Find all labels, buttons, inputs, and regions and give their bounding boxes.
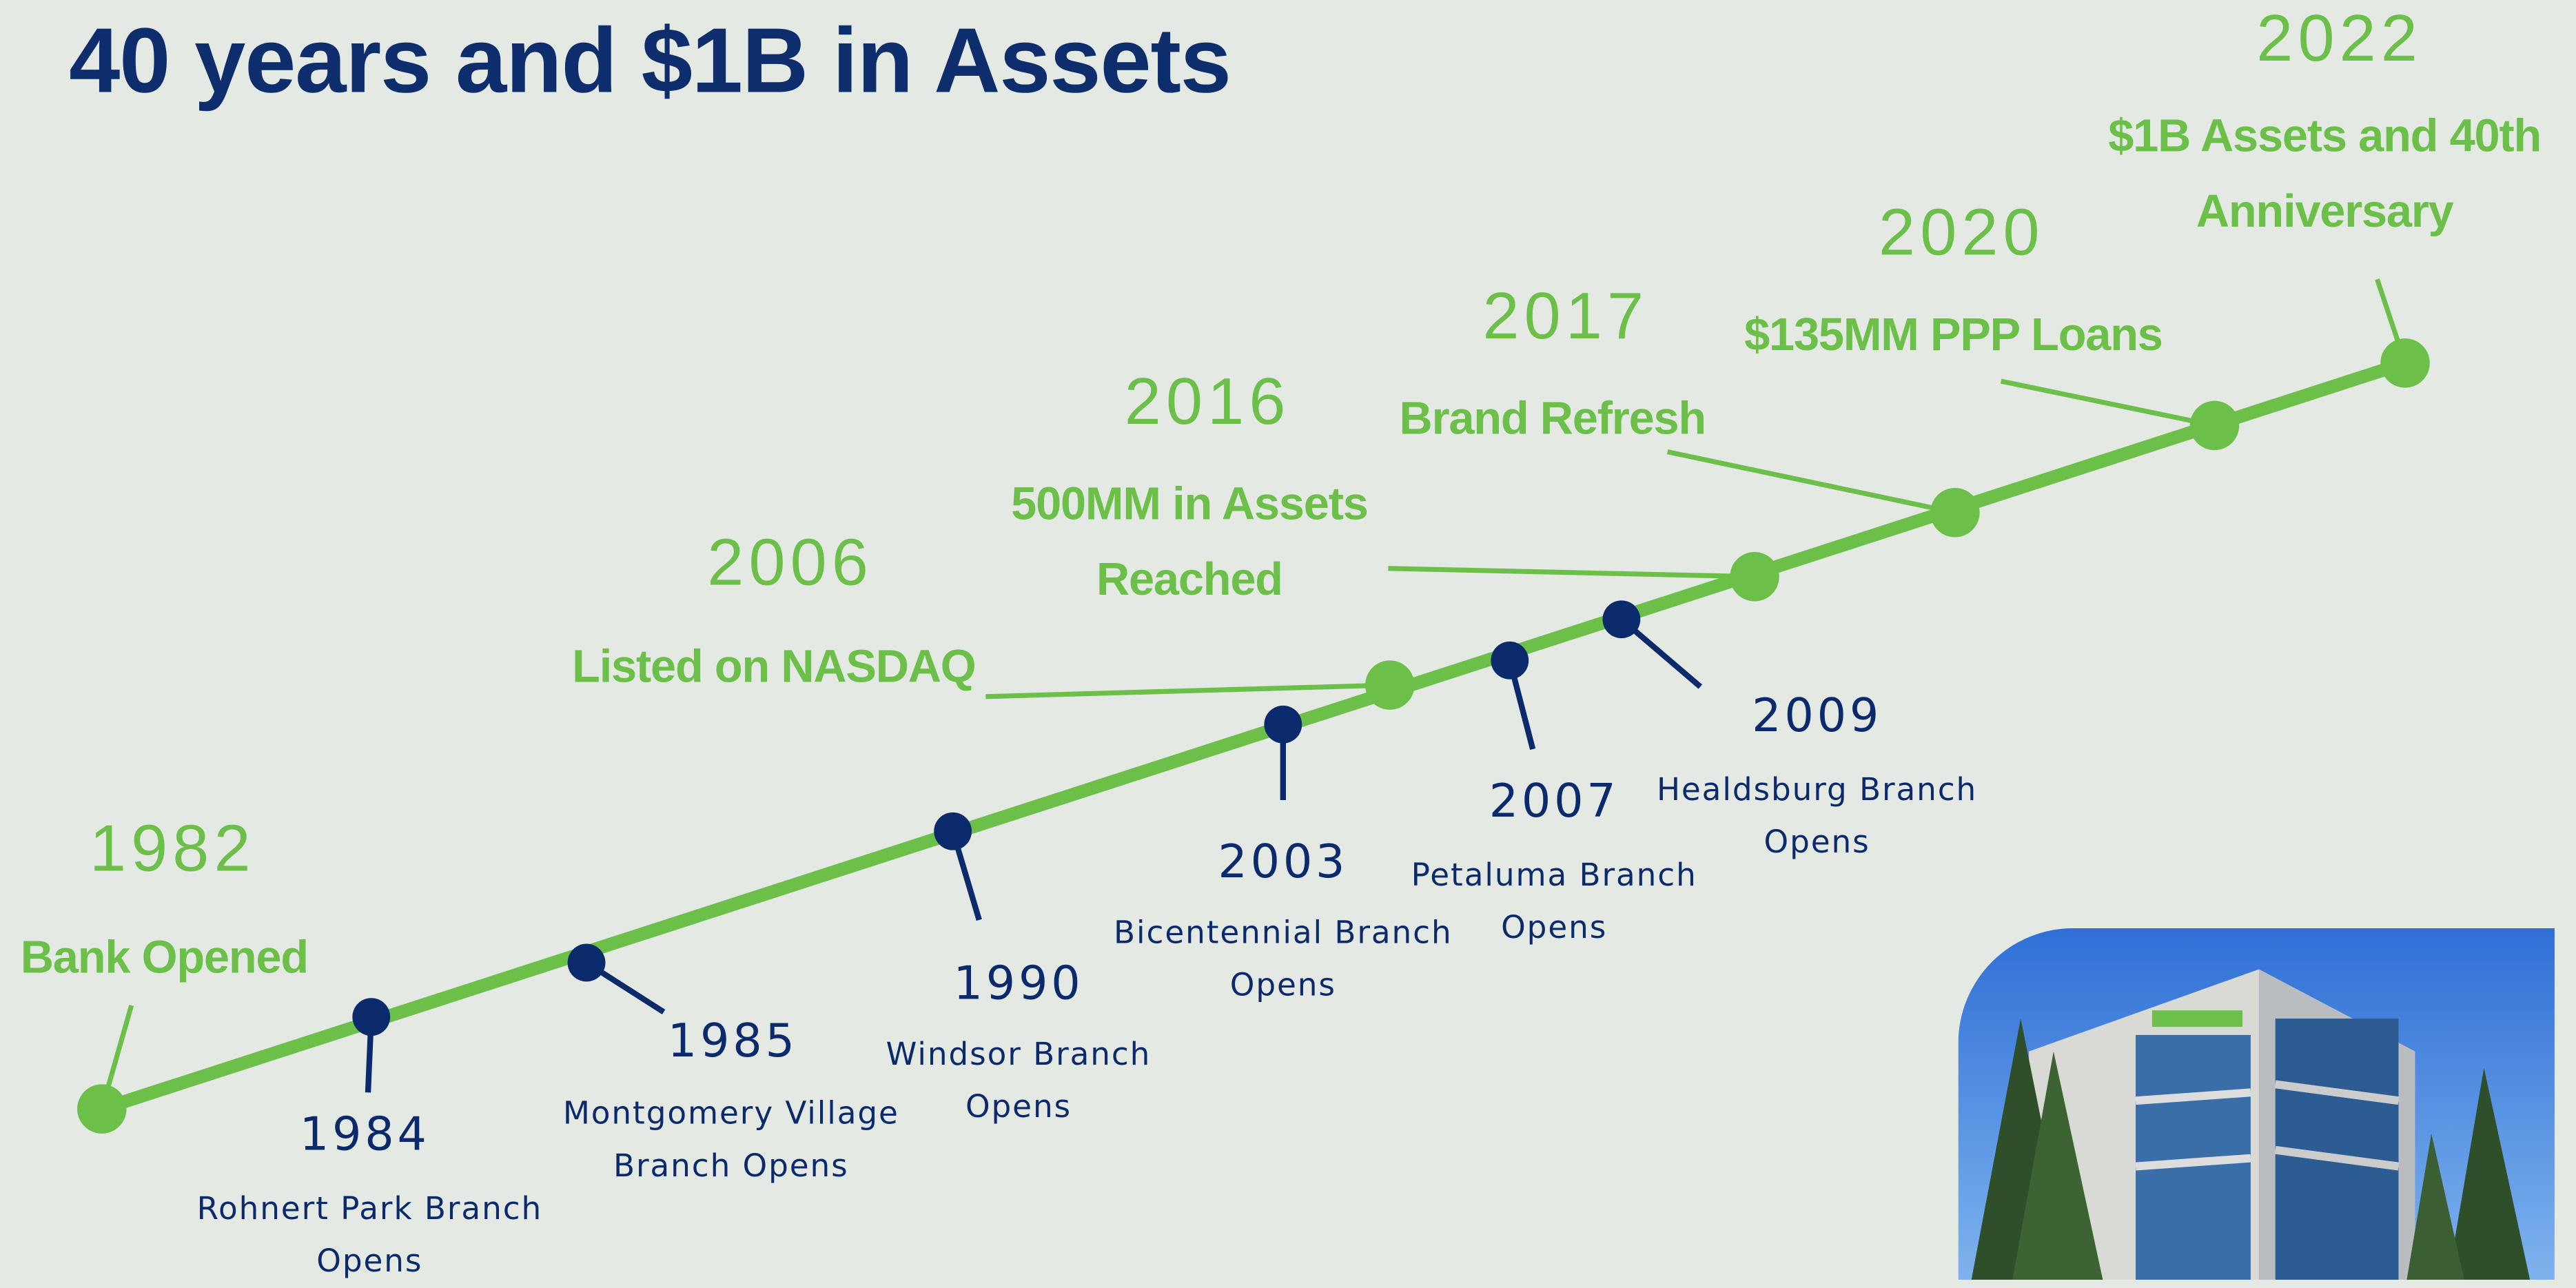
year: 2022 [2256, 3, 2423, 76]
year: 2017 [1482, 280, 1649, 354]
year: 1982 [89, 813, 256, 886]
year: 1984 [299, 1107, 430, 1162]
year: 1985 [667, 1013, 798, 1068]
year: 2007 [1489, 773, 1619, 828]
year: 1990 [953, 956, 1084, 1011]
year: 2009 [1752, 688, 1883, 743]
milestone-dot [1491, 641, 1529, 679]
milestone-text: 500MM in Assets Reached [1011, 478, 1369, 605]
connector [1388, 566, 1755, 580]
title: 40 years and $1B in Assets [69, 8, 1231, 112]
year: 2016 [1124, 366, 1291, 439]
milestone-dot [1365, 660, 1415, 710]
milestone-dot [1264, 705, 1302, 744]
milestone-dot [934, 812, 972, 850]
milestone-text: Rohnert Park Branch Opens [196, 1191, 543, 1280]
milestone-text: $1B Assets and 40th Anniversary [2108, 110, 2542, 237]
milestone-dot [1730, 551, 1779, 602]
year: 2003 [1218, 835, 1349, 889]
timeline-axis [99, 356, 2407, 1116]
milestone-dot [1930, 488, 1980, 538]
milestone-dot [77, 1084, 127, 1134]
milestone-text: Windsor Branch Opens [886, 1036, 1152, 1125]
connector [2000, 378, 2216, 428]
milestone-dot [1602, 600, 1641, 639]
milestone-text: $135MM PPP Loans [1744, 309, 2163, 360]
milestone-dot [352, 998, 391, 1036]
milestone-dot [2189, 400, 2240, 451]
milestone-text: Montgomery Village Branch Opens [562, 1096, 899, 1185]
milestone-text: Bicentennial Branch Opens [1114, 914, 1453, 1004]
milestone-text: Brand Refresh [1399, 392, 1707, 444]
year: 2006 [707, 527, 874, 600]
connector [1666, 449, 1956, 515]
milestone-text: Petaluma Branch Opens [1411, 857, 1697, 947]
building-photo [1958, 928, 2555, 1280]
milestone-text: Bank Opened [20, 931, 309, 983]
milestone-dot [2380, 338, 2430, 388]
year: 2020 [1879, 197, 2045, 269]
milestone-dot [567, 943, 606, 982]
connector [985, 682, 1390, 699]
milestone-text: Healdsburg Branch Opens [1656, 772, 1978, 861]
milestone-text: Listed on NASDAQ [572, 640, 977, 692]
